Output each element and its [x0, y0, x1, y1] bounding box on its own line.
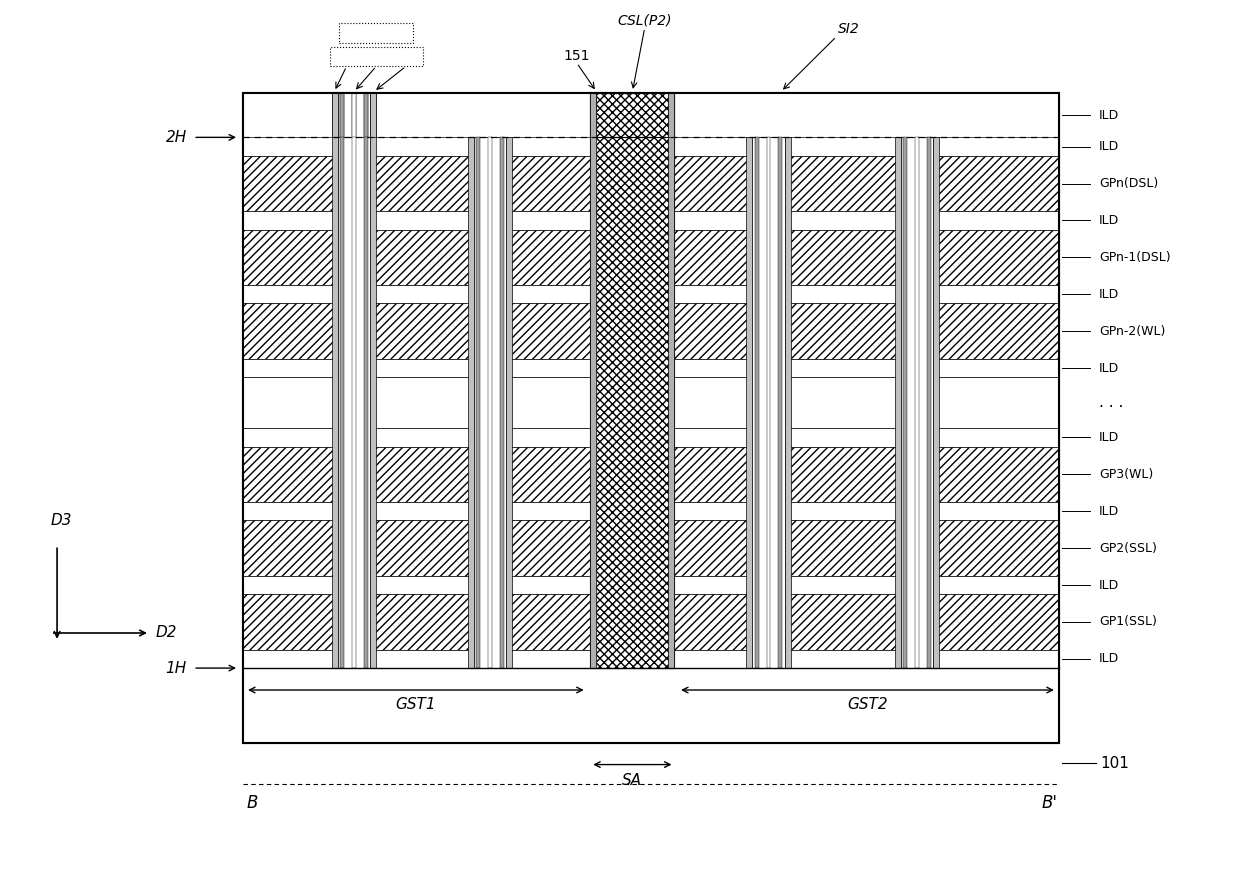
Text: GPn-1(DSL): GPn-1(DSL) [1099, 251, 1171, 264]
Bar [339, 93, 370, 668]
Bar [489, 137, 492, 668]
Bar [590, 93, 675, 668]
Text: CSL(P2): CSL(P2) [618, 14, 672, 27]
Bar [243, 93, 1059, 743]
Bar [243, 359, 1059, 378]
Text: B: B [247, 795, 258, 812]
Bar [900, 137, 932, 668]
Bar [932, 137, 939, 668]
Bar [243, 156, 1059, 211]
Bar [370, 93, 376, 668]
Bar [476, 137, 480, 668]
Text: GP3(WL): GP3(WL) [1099, 468, 1153, 480]
Bar [590, 93, 596, 668]
Bar [903, 137, 906, 668]
Text: ML: ML [337, 50, 356, 63]
Bar [370, 93, 376, 137]
Text: ILD: ILD [1099, 109, 1118, 122]
Bar [668, 93, 675, 137]
Text: GPn(DSL): GPn(DSL) [1099, 177, 1158, 190]
Bar [243, 230, 1059, 285]
Text: 151: 151 [563, 48, 590, 62]
Bar [243, 576, 1059, 594]
Text: GP2(SSL): GP2(SSL) [1099, 541, 1157, 554]
Bar [243, 285, 1059, 304]
Bar [926, 137, 930, 668]
Bar [243, 137, 1059, 156]
Bar [243, 649, 1059, 668]
Text: GP1(SSL): GP1(SSL) [1099, 615, 1157, 628]
Text: ILD: ILD [1099, 362, 1118, 375]
Bar [467, 137, 474, 668]
Bar [363, 93, 367, 137]
Bar [779, 137, 782, 668]
Text: SI2: SI2 [838, 23, 859, 36]
Bar [506, 137, 512, 668]
Text: 2H: 2H [166, 130, 187, 145]
Text: ILD: ILD [1099, 214, 1118, 227]
Bar [330, 47, 423, 66]
Bar [243, 93, 1059, 137]
Bar [915, 137, 919, 668]
Bar [755, 137, 759, 668]
Text: SA: SA [622, 774, 642, 788]
Bar [785, 137, 791, 668]
Bar [668, 93, 675, 668]
Text: B': B' [1042, 795, 1058, 812]
Bar [341, 93, 343, 668]
Text: ILD: ILD [1099, 578, 1118, 591]
Bar [243, 304, 1059, 359]
Bar [352, 93, 356, 668]
Text: ILD: ILD [1099, 140, 1118, 153]
Text: ILD: ILD [1099, 288, 1118, 301]
Bar [590, 93, 596, 137]
Text: ILD: ILD [1099, 431, 1118, 444]
Bar [590, 93, 675, 137]
Text: 1H: 1H [166, 661, 187, 676]
Bar [332, 93, 339, 668]
Text: CO: CO [397, 50, 415, 63]
Bar [766, 137, 770, 668]
Bar [339, 93, 370, 137]
Bar [243, 594, 1059, 649]
Bar [243, 520, 1059, 576]
Bar [363, 93, 367, 668]
Bar [500, 137, 503, 668]
Text: D3: D3 [51, 513, 72, 528]
Text: D2: D2 [156, 626, 177, 641]
Text: ILD: ILD [1099, 504, 1118, 517]
Bar [332, 93, 339, 137]
Text: GPn-2(WL): GPn-2(WL) [1099, 325, 1166, 338]
Bar [243, 502, 1059, 520]
Text: GST1: GST1 [396, 697, 436, 712]
Bar [352, 93, 356, 137]
Bar [746, 137, 753, 668]
Text: GST2: GST2 [847, 697, 888, 712]
Bar [341, 93, 343, 137]
Text: . . .: . . . [1099, 395, 1123, 410]
Bar [243, 378, 1059, 428]
Bar [753, 137, 785, 668]
Bar [243, 428, 1059, 446]
Text: CH: CH [367, 50, 386, 63]
Bar [243, 446, 1059, 502]
Text: ILD: ILD [1099, 652, 1118, 665]
Bar [243, 93, 1059, 743]
Bar [474, 137, 506, 668]
Bar [243, 211, 1059, 230]
Bar [895, 137, 900, 668]
Bar [340, 23, 413, 42]
Text: 101: 101 [1100, 756, 1128, 771]
Text: CP: CP [367, 26, 386, 40]
Bar [243, 668, 1059, 743]
